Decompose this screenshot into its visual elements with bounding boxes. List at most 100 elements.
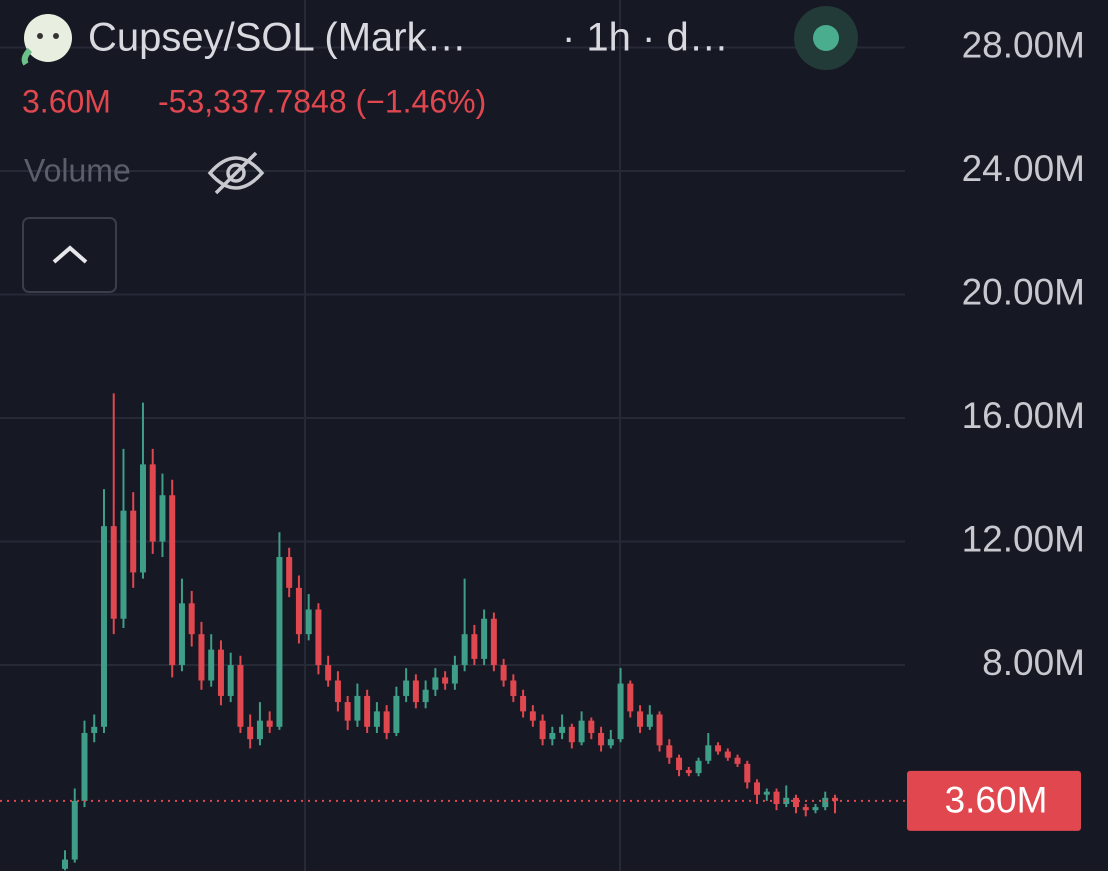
candle-body bbox=[598, 732, 605, 746]
y-tick-label: 12.00M bbox=[962, 518, 1085, 559]
candle-body bbox=[149, 464, 156, 542]
candle-body bbox=[715, 745, 722, 752]
candle-body bbox=[627, 683, 634, 712]
candle-body bbox=[656, 714, 663, 746]
candle-body bbox=[695, 760, 702, 774]
candle-body bbox=[217, 649, 224, 696]
candle-body bbox=[432, 677, 439, 690]
candle-body bbox=[442, 677, 449, 684]
change: -53,337.7848 (−1.46%) bbox=[158, 83, 486, 119]
candle-body bbox=[100, 526, 107, 727]
candle-body bbox=[773, 791, 780, 804]
candle-body bbox=[334, 680, 341, 703]
candle-body bbox=[783, 797, 790, 804]
candle-body bbox=[422, 689, 429, 703]
candle-body bbox=[227, 665, 234, 696]
candle-body bbox=[364, 695, 371, 727]
candle-body bbox=[412, 680, 419, 703]
candle-body bbox=[646, 714, 653, 727]
chevron-up bbox=[52, 245, 88, 264]
candle-body bbox=[607, 739, 614, 746]
candles bbox=[62, 393, 838, 871]
candle-body bbox=[198, 634, 205, 681]
candle-body bbox=[110, 526, 117, 619]
candle-body bbox=[130, 510, 137, 573]
status-dot bbox=[813, 25, 839, 51]
candle-body bbox=[559, 726, 566, 733]
candle-body bbox=[451, 665, 458, 684]
candle-body bbox=[461, 634, 468, 666]
candle-body bbox=[373, 711, 380, 727]
candle-body bbox=[802, 807, 809, 811]
candle-body bbox=[588, 720, 595, 733]
symbol[interactable]: Cupsey/SOL (Mark… bbox=[88, 16, 467, 60]
avatar bbox=[21, 14, 72, 66]
candle-body bbox=[91, 726, 98, 733]
candle-body bbox=[295, 587, 302, 635]
candle-body bbox=[178, 603, 185, 666]
candle-body bbox=[763, 791, 770, 795]
candle-body bbox=[471, 634, 478, 659]
collapse-button[interactable] bbox=[22, 217, 117, 293]
y-tick-label: 20.00M bbox=[962, 271, 1085, 312]
candle-body bbox=[549, 732, 556, 740]
candle-body bbox=[539, 720, 546, 740]
y-tick-label: 16.00M bbox=[962, 395, 1085, 436]
y-tick-label: 24.00M bbox=[962, 148, 1085, 189]
candle-body bbox=[276, 556, 283, 727]
candle-body bbox=[344, 702, 351, 721]
last-price-label: 3.60M bbox=[945, 780, 1048, 821]
candle-body bbox=[315, 609, 322, 666]
overlay bbox=[0, 770, 1081, 831]
candle-body bbox=[500, 665, 507, 681]
candle-body bbox=[169, 495, 176, 666]
candle-body bbox=[793, 797, 800, 808]
candle-body bbox=[81, 732, 88, 801]
candle-body bbox=[568, 726, 575, 743]
candle-body bbox=[481, 618, 488, 659]
candle-body bbox=[71, 800, 78, 860]
candle-body bbox=[354, 695, 361, 721]
candle-body bbox=[286, 556, 293, 588]
y-tick-label: 8.00M bbox=[982, 642, 1085, 683]
candle-body bbox=[208, 649, 215, 681]
candle-body bbox=[666, 745, 673, 758]
candle-body bbox=[529, 711, 536, 721]
y-tick-label: 28.00M bbox=[962, 24, 1085, 65]
candle-body bbox=[520, 695, 527, 712]
candle-body bbox=[705, 745, 712, 761]
candle-body bbox=[139, 464, 146, 573]
candle-body bbox=[325, 665, 332, 681]
candle-body bbox=[510, 680, 517, 696]
candle-body bbox=[247, 726, 254, 740]
candle-body bbox=[724, 751, 731, 758]
candle-body bbox=[383, 711, 390, 733]
candle-body bbox=[256, 720, 263, 740]
candle-body bbox=[403, 680, 410, 696]
candle-body bbox=[62, 859, 68, 869]
interval[interactable]: · 1h · d… bbox=[562, 16, 729, 60]
hide-icon[interactable] bbox=[207, 151, 265, 195]
candle-body bbox=[120, 510, 127, 619]
candle-body bbox=[685, 770, 692, 774]
candle-body bbox=[305, 609, 312, 635]
candle-body bbox=[490, 618, 497, 666]
candle-body bbox=[617, 683, 624, 740]
candle-body bbox=[266, 720, 273, 727]
candle-body bbox=[237, 665, 244, 727]
candle-body bbox=[812, 807, 819, 811]
candle-body bbox=[393, 695, 400, 733]
candle-body bbox=[734, 757, 741, 764]
candle-body bbox=[744, 763, 751, 783]
candle-body bbox=[676, 757, 683, 771]
candle-body bbox=[637, 711, 644, 727]
last-price-box bbox=[907, 770, 1081, 831]
candle-body bbox=[188, 603, 195, 635]
candle-body bbox=[832, 797, 838, 801]
price: 3.60M bbox=[22, 83, 111, 119]
volume-label[interactable]: Volume bbox=[24, 152, 131, 188]
candle-body bbox=[159, 495, 166, 542]
candle-body bbox=[822, 797, 829, 808]
